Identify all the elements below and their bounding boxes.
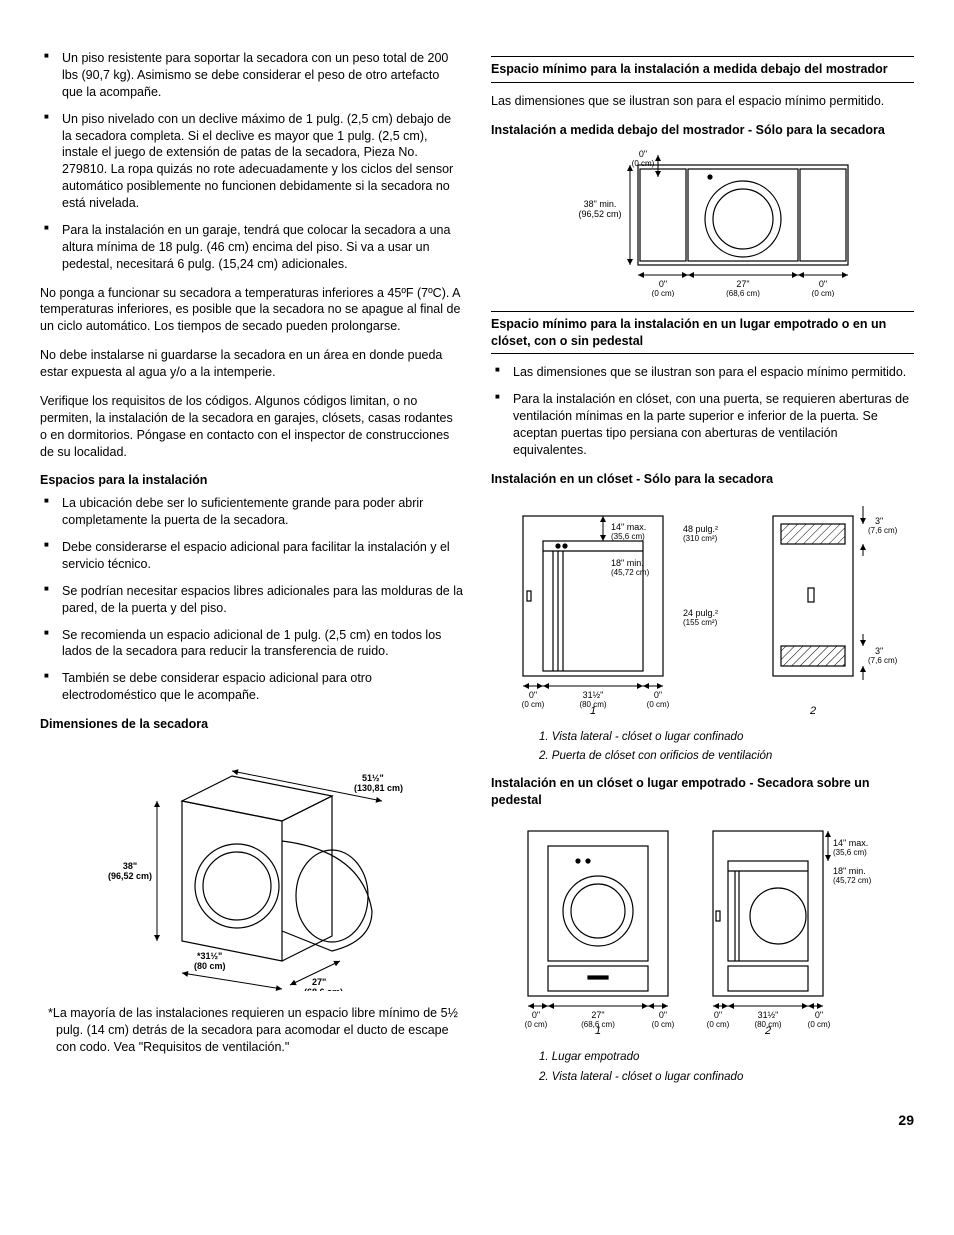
svg-text:27": 27" bbox=[736, 279, 749, 289]
section-2-title: Espacio mínimo para la instalación en un… bbox=[491, 311, 914, 355]
svg-text:(155 cm²): (155 cm²) bbox=[683, 618, 718, 627]
svg-text:(0 cm): (0 cm) bbox=[651, 1020, 674, 1029]
svg-text:0": 0" bbox=[528, 690, 536, 700]
svg-text:0": 0" bbox=[713, 1010, 721, 1020]
bullet: Las dimensiones que se ilustran son para… bbox=[491, 364, 914, 381]
bullet: Un piso resistente para soportar la seca… bbox=[40, 50, 463, 101]
espacios-bullets: La ubicación debe ser lo suficientemente… bbox=[40, 495, 463, 704]
bullet: Para la instalación en clóset, con una p… bbox=[491, 391, 914, 459]
caption: 1. Lugar empotrado bbox=[539, 1050, 914, 1066]
svg-text:0": 0" bbox=[638, 149, 646, 159]
svg-text:(310 cm²): (310 cm²) bbox=[683, 534, 718, 543]
svg-text:1: 1 bbox=[594, 1025, 600, 1036]
svg-text:0": 0" bbox=[653, 690, 661, 700]
svg-text:3": 3" bbox=[875, 516, 883, 526]
svg-text:2: 2 bbox=[763, 1025, 770, 1036]
svg-text:27": 27" bbox=[591, 1010, 604, 1020]
svg-text:38" min.: 38" min. bbox=[583, 199, 616, 209]
section-2-bullets: Las dimensiones que se ilustran son para… bbox=[491, 364, 914, 458]
svg-text:(45,72 cm): (45,72 cm) bbox=[611, 568, 650, 577]
bullet: Para la instalación en un garaje, tendrá… bbox=[40, 222, 463, 273]
svg-text:18" min.: 18" min. bbox=[611, 558, 644, 568]
svg-text:(130,81 cm): (130,81 cm) bbox=[354, 783, 403, 793]
svg-text:0": 0" bbox=[658, 1010, 666, 1020]
svg-text:0": 0" bbox=[531, 1010, 539, 1020]
section-3-sub: Instalación en un clóset o lugar empotra… bbox=[491, 775, 914, 809]
svg-text:(80 cm): (80 cm) bbox=[194, 961, 226, 971]
caption: 1. Vista lateral - clóset o lugar confin… bbox=[539, 730, 914, 746]
paragraph: No debe instalarse ni guardarse la secad… bbox=[40, 347, 463, 381]
svg-text:(7,6 cm): (7,6 cm) bbox=[868, 656, 898, 665]
svg-text:(96,52 cm): (96,52 cm) bbox=[107, 871, 151, 881]
svg-text:(0 cm): (0 cm) bbox=[706, 1020, 729, 1029]
bullet: La ubicación debe ser lo suficientemente… bbox=[40, 495, 463, 529]
svg-text:31½": 31½" bbox=[582, 690, 603, 700]
bullet: Debe considerarse el espacio adicional p… bbox=[40, 539, 463, 573]
svg-text:(0 cm): (0 cm) bbox=[651, 289, 674, 297]
svg-text:(7,6 cm): (7,6 cm) bbox=[868, 526, 898, 535]
paragraph: Las dimensiones que se ilustran son para… bbox=[491, 93, 914, 110]
svg-text:24 pulg.²: 24 pulg.² bbox=[683, 608, 718, 618]
svg-text:38": 38" bbox=[122, 861, 136, 871]
bullet: Un piso nivelado con un declive máximo d… bbox=[40, 111, 463, 212]
svg-text:(68,6 cm): (68,6 cm) bbox=[304, 987, 343, 991]
section-2-sub: Instalación en un clóset - Sólo para la … bbox=[491, 471, 914, 488]
section-1-sub: Instalación a medida debajo del mostrado… bbox=[491, 122, 914, 139]
svg-text:27": 27" bbox=[312, 977, 326, 987]
page-number: 29 bbox=[40, 1111, 914, 1130]
dryer-dimensions-diagram: 38" (96,52 cm) *31½" (80 cm) 27" (68,6 c… bbox=[82, 741, 422, 991]
top-bullets: Un piso resistente para soportar la seca… bbox=[40, 50, 463, 273]
caption: 2. Puerta de clóset con orificios de ven… bbox=[539, 749, 914, 765]
svg-text:14" max.: 14" max. bbox=[833, 838, 868, 848]
svg-text:18" min.: 18" min. bbox=[833, 866, 866, 876]
heading-dims: Dimensiones de la secadora bbox=[40, 716, 463, 733]
caption: 2. Vista lateral - clóset o lugar confin… bbox=[539, 1070, 914, 1086]
svg-text:(0 cm): (0 cm) bbox=[631, 159, 654, 168]
svg-text:(0 cm): (0 cm) bbox=[521, 700, 544, 709]
svg-text:31½": 31½" bbox=[757, 1010, 778, 1020]
svg-text:0": 0" bbox=[814, 1010, 822, 1020]
svg-text:*31½": *31½" bbox=[197, 951, 222, 961]
right-column: Espacio mínimo para la instalación a med… bbox=[491, 50, 914, 1087]
paragraph: No ponga a funcionar su secadora a tempe… bbox=[40, 285, 463, 336]
svg-text:0": 0" bbox=[818, 279, 826, 289]
svg-text:(68,6 cm): (68,6 cm) bbox=[726, 289, 760, 297]
svg-text:(35,6 cm): (35,6 cm) bbox=[833, 848, 867, 857]
svg-text:(0 cm): (0 cm) bbox=[811, 289, 834, 297]
svg-text:(0 cm): (0 cm) bbox=[524, 1020, 547, 1029]
pedestal-diagram: 0" (0 cm) 27" (68,6 cm) 0" (0 cm) 1 14" … bbox=[503, 816, 903, 1036]
paragraph: Verifique los requisitos de los códigos.… bbox=[40, 393, 463, 461]
svg-text:(0 cm): (0 cm) bbox=[807, 1020, 830, 1029]
svg-text:(45,72 cm): (45,72 cm) bbox=[833, 876, 872, 885]
svg-text:1: 1 bbox=[589, 705, 595, 716]
svg-text:0": 0" bbox=[658, 279, 666, 289]
svg-text:51½": 51½" bbox=[362, 773, 384, 783]
footnote: *La mayoría de las instalaciones requier… bbox=[48, 1005, 463, 1056]
closet-diagram: 14" max. (35,6 cm) 18" min. (45,72 cm) 0… bbox=[503, 496, 903, 716]
left-column: Un piso resistente para soportar la seca… bbox=[40, 50, 463, 1087]
bullet: Se recomienda un espacio adicional de 1 … bbox=[40, 627, 463, 661]
section-1-title: Espacio mínimo para la instalación a med… bbox=[491, 56, 914, 83]
bullet: Se podrían necesitar espacios libres adi… bbox=[40, 583, 463, 617]
svg-text:14" max.: 14" max. bbox=[611, 522, 646, 532]
svg-text:(35,6 cm): (35,6 cm) bbox=[611, 532, 645, 541]
heading-espacios: Espacios para la instalación bbox=[40, 472, 463, 489]
svg-text:2: 2 bbox=[808, 705, 815, 716]
svg-text:(96,52 cm): (96,52 cm) bbox=[578, 209, 621, 219]
bullet: También se debe considerar espacio adici… bbox=[40, 670, 463, 704]
under-counter-diagram: 0" (0 cm) 38" min. (96,52 cm) 0" (0 cm) … bbox=[538, 147, 868, 297]
svg-text:48 pulg.²: 48 pulg.² bbox=[683, 524, 718, 534]
svg-text:3": 3" bbox=[875, 646, 883, 656]
svg-text:(0 cm): (0 cm) bbox=[646, 700, 669, 709]
